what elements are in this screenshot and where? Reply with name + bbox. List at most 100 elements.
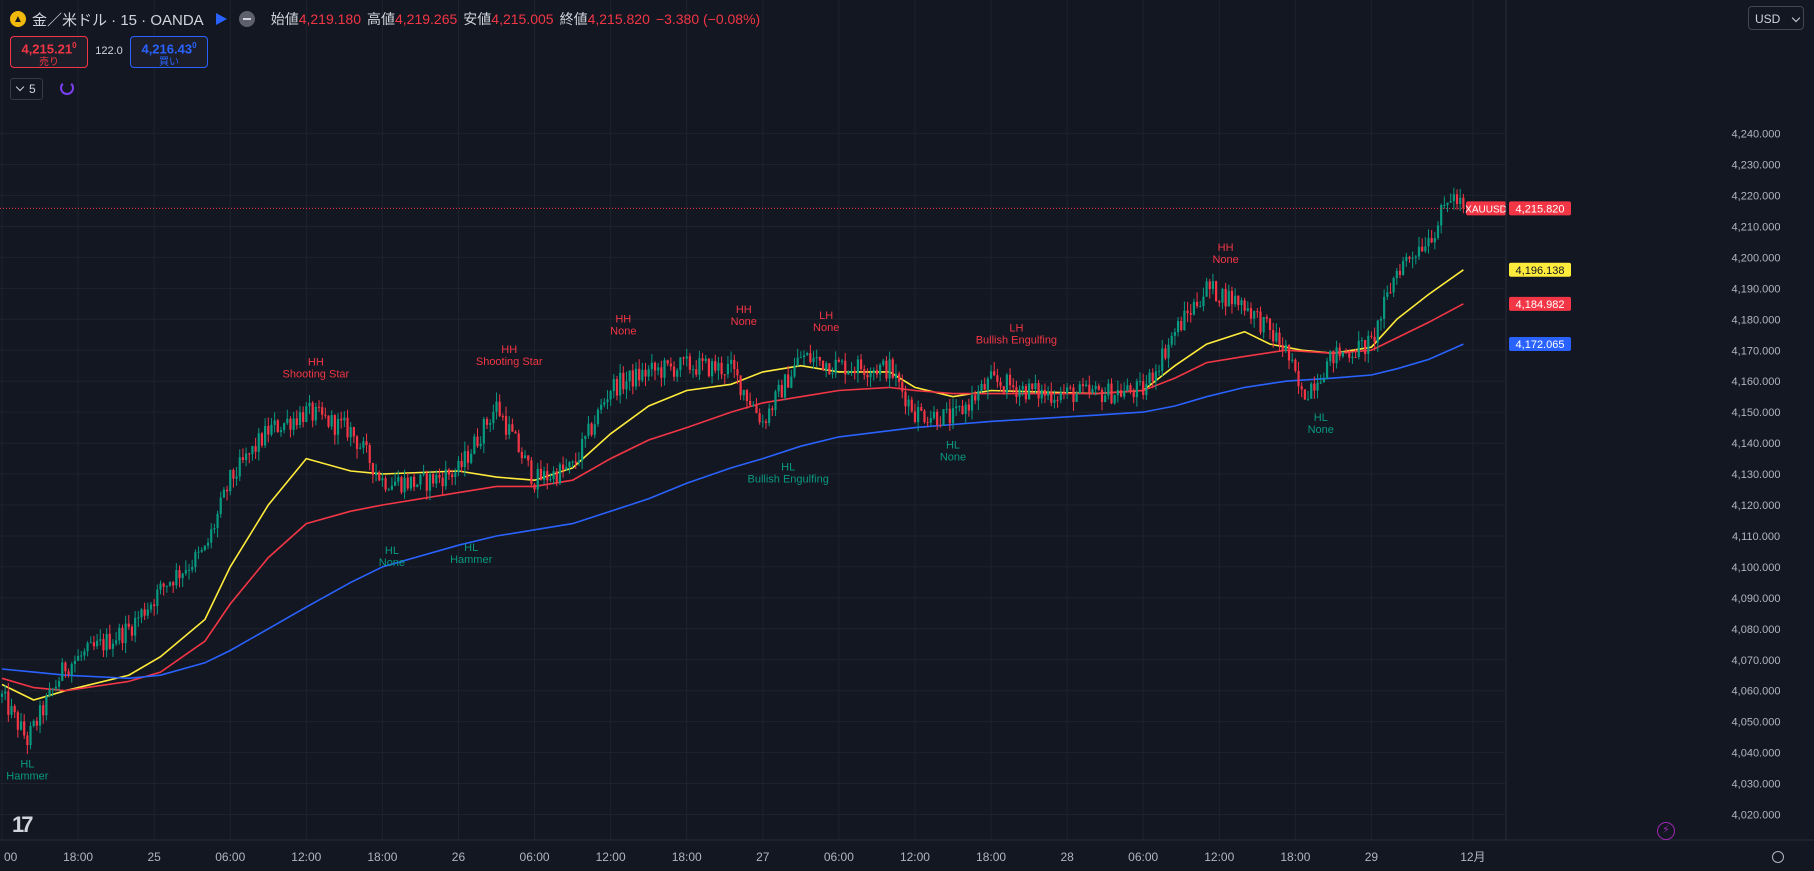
low-value: 4,215.005 (491, 11, 554, 27)
pattern-label: Shooting Star (283, 369, 350, 381)
candle-body (552, 471, 555, 480)
candle-body (612, 378, 615, 392)
candle-body (910, 399, 913, 412)
currency-select[interactable]: USD (1748, 6, 1804, 30)
gear-icon[interactable] (1772, 851, 1784, 863)
x-tick-label: 18:00 (672, 850, 702, 864)
candle-body (0, 693, 4, 697)
ma-line-2 (1, 303, 1464, 692)
candle-body (1306, 398, 1310, 400)
candle-body (432, 474, 435, 484)
candle-body (533, 484, 536, 490)
candle-body (1253, 311, 1256, 319)
candle-body (1005, 374, 1008, 393)
candle-body (156, 589, 159, 607)
candle-body (964, 404, 967, 414)
candle-body (1424, 246, 1427, 252)
candle-body (904, 391, 907, 407)
candle-body (1221, 289, 1224, 303)
indicators-toggle[interactable]: 5 (10, 78, 43, 100)
candle-body (530, 460, 533, 485)
candle-body (1123, 390, 1126, 397)
chevron-down-icon (1791, 13, 1801, 23)
candle-body (1256, 311, 1259, 313)
candle-body (1050, 391, 1053, 403)
candle-body (961, 405, 964, 414)
candle-body (970, 395, 974, 411)
candle-body (26, 735, 29, 746)
candle-body (844, 360, 847, 375)
candle-body (184, 570, 187, 574)
price-axis[interactable]: 4,020.000 4,030.000 4,040.000 4,050.000 4,06… (1505, 0, 1814, 871)
candle-body (130, 626, 134, 636)
spread-value: 122.0 (95, 45, 123, 57)
candle-body (1037, 383, 1040, 399)
sell-button[interactable]: 4,215.210 売り (10, 36, 88, 68)
candle-body (1262, 316, 1265, 333)
candle-body (1186, 310, 1189, 313)
candle-body (1348, 353, 1351, 358)
symbol-tag-label: XAUUSD (1465, 204, 1507, 215)
candle-body (260, 433, 264, 446)
candle-body (1421, 246, 1424, 252)
candle-body (1379, 318, 1383, 321)
swing-label: HL (1314, 412, 1328, 424)
candle-body (1104, 395, 1107, 403)
candle-body (13, 706, 16, 713)
candle-body (945, 408, 948, 410)
candle-body (825, 363, 828, 371)
candle-body (1110, 383, 1113, 404)
candle-body (73, 660, 77, 665)
candle-body (980, 383, 983, 392)
candle-body (1002, 386, 1005, 393)
candle-body (761, 421, 764, 423)
candle-body (400, 477, 403, 493)
candle-body (806, 353, 809, 356)
market-status-icon[interactable] (238, 11, 255, 27)
pattern-label: None (731, 316, 757, 328)
candle-body (1075, 393, 1078, 403)
candle-body (1211, 281, 1215, 290)
time-axis[interactable]: 00 18:00 25 06:00 12:00 18:00 26 06:00 12:00 18:0… (0, 839, 1814, 871)
x-tick-label: 18:00 (367, 850, 397, 864)
candle-body (942, 409, 945, 426)
candle-body (577, 460, 581, 463)
symbol-title[interactable]: 金／米ドル · 15 · OANDA (32, 11, 204, 29)
candle-body (1354, 356, 1357, 358)
candle-body (891, 359, 894, 378)
x-tick-label: 12:00 (1204, 850, 1234, 864)
candle-body (149, 604, 153, 610)
candle-body (555, 471, 558, 484)
candle-body (352, 427, 355, 437)
candle-body (1199, 306, 1202, 308)
candle-body (127, 623, 130, 627)
ma-price-label: 4,196.138 (1516, 265, 1565, 277)
candle-body (936, 411, 939, 425)
candle-body (1008, 374, 1012, 386)
candle-body (1433, 237, 1436, 243)
candle-body (140, 609, 143, 618)
candle-body (29, 725, 32, 746)
candle-body (634, 368, 638, 387)
candle-body (558, 464, 562, 484)
candle-body (413, 476, 416, 487)
candle-body (1402, 261, 1405, 275)
candle-body (1043, 389, 1047, 396)
candle-body (254, 446, 257, 452)
candle-body (146, 609, 149, 616)
candle-body (799, 357, 802, 359)
flag-icon[interactable] (215, 13, 227, 25)
candle-body (955, 406, 958, 409)
candle-body (298, 412, 302, 426)
lightning-icon[interactable]: ⚡ (1657, 822, 1675, 840)
candle-body (847, 371, 850, 375)
tradingview-logo: 17 (12, 812, 34, 837)
ma-price-tag (1509, 337, 1571, 352)
candle-body (181, 573, 184, 579)
buy-button[interactable]: 4,216.430 買い (130, 36, 208, 68)
candle-body (381, 478, 384, 481)
candle-body (996, 375, 999, 382)
candle-body (615, 378, 619, 396)
symbol-tag (1466, 201, 1506, 216)
